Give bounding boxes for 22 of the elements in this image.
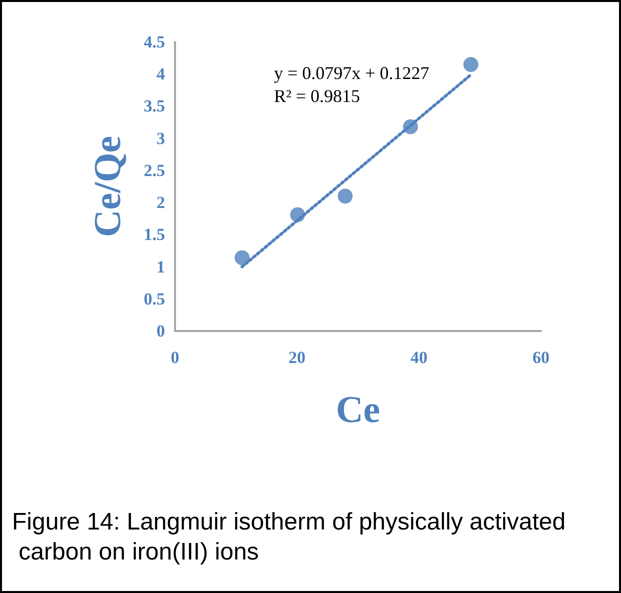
y-tick-label: 2.5: [144, 160, 165, 180]
point: [234, 250, 250, 266]
y-tick-label: 3.5: [144, 96, 165, 116]
annotation: y = 0.0797x + 0.1227: [274, 63, 430, 83]
y-tick-label: 0: [156, 322, 165, 340]
y-tick-label: 4.5: [144, 32, 165, 52]
x-tick-label: 40: [410, 348, 428, 367]
y-tick-label: 1: [156, 257, 165, 276]
y-tick-label: 2: [156, 193, 165, 212]
y-axis-title: Ce/Qe: [87, 136, 129, 238]
point: [463, 56, 478, 72]
y-tick-label: 1.5: [144, 225, 165, 244]
caption: Figure 14: Langmuir isotherm of physically activated carbon on iron(III) ions: [12, 508, 566, 566]
x-axis-title: Ce: [336, 389, 380, 431]
point: [338, 188, 353, 204]
y-tick-label: 0.5: [144, 289, 165, 308]
y-tick-label: 3: [156, 128, 165, 148]
x-tick-label: 0: [170, 348, 180, 367]
x-tick-label: 60: [532, 348, 550, 367]
annotation: R² = 0.9815: [274, 86, 360, 106]
y-tick-label: 4: [156, 64, 166, 84]
x-tick-label: 20: [288, 348, 306, 367]
